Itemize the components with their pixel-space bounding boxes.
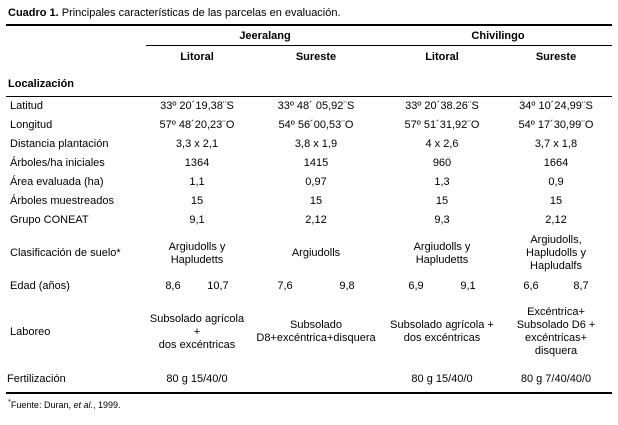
header-spacer xyxy=(6,46,146,76)
group-header-row: Jeeralang Chivilingo xyxy=(6,26,613,46)
table-row-laboreo: Laboreo Subsolado agrícola + dos excéntr… xyxy=(6,296,612,368)
cell-value: Subsolado agrícola + dos excéntricas xyxy=(390,319,494,344)
cell-value: 33º 20´38.26¨S xyxy=(405,100,479,112)
row-label: Edad (años) xyxy=(10,280,70,292)
cell-value: 57º 51´31,92¨O xyxy=(404,119,480,131)
data-table: Jeeralang Chivilingo Litoral Sureste Lit… xyxy=(6,26,613,394)
cell-value: 80 g 7/40/40/0 xyxy=(500,368,613,394)
table-row-edad: Edad (años) 8,6 10,7 7,6 9,8 6,9 xyxy=(6,277,612,296)
cell-value: 15 xyxy=(309,195,323,207)
table-row-latitud: Latitud 33º 20´19,38¨S 33º 48´ 05,92¨S 3… xyxy=(6,97,612,117)
cell-value: 3,7 x 1,8 xyxy=(534,138,578,150)
cell-value: Excéntrica+ Subsolado D6 + excéntricas+ … xyxy=(516,306,596,357)
row-label: Clasificación de suelo* xyxy=(10,247,121,259)
cell-value: 1364 xyxy=(184,157,210,169)
table-row-arboles-ha-iniciales: Árboles/ha iniciales 1364 1415 960 1664 xyxy=(6,154,612,173)
cell-value: 9,1 xyxy=(189,214,205,226)
caption-text: Principales características de las parce… xyxy=(61,7,341,19)
cell-value: Argiudolls, Hapludolls y Hapludalfs xyxy=(526,234,586,272)
column-header-jeeralang-litoral: Litoral xyxy=(180,51,214,63)
table-row-area-evaluada: Área evaluada (ha) 1,1 0,97 1,3 0,9 xyxy=(6,173,612,192)
cell-value: 1,1 xyxy=(189,176,205,188)
row-label: Árboles/ha iniciales xyxy=(10,157,105,169)
cell-value: 80 g 15/40/0 xyxy=(384,368,500,394)
cell-value: 960 xyxy=(432,157,452,169)
row-label: Distancia plantación xyxy=(10,138,109,150)
cell-value: Subsolado D8+excéntrica+disquera xyxy=(256,319,376,344)
edad-min: 6,6 xyxy=(523,280,539,292)
edad-max: 10,7 xyxy=(207,280,229,292)
table-caption: Cuadro 1. Principales características de … xyxy=(6,5,612,26)
cell-value: 1415 xyxy=(303,157,329,169)
edad-min: 7,6 xyxy=(277,280,293,292)
row-label: Laboreo xyxy=(10,325,51,338)
table-row-grupo-coneat: Grupo CONEAT 9,1 2,12 9,3 2,12 xyxy=(6,211,612,230)
cell-value: 15 xyxy=(435,195,449,207)
cell-value: 9,3 xyxy=(434,214,450,226)
footnote-year: , 1999. xyxy=(92,400,121,410)
column-header-jeeralang-sureste: Sureste xyxy=(295,51,337,63)
cell-value: 1664 xyxy=(543,157,569,169)
edad-min: 8,6 xyxy=(165,280,181,292)
row-label: Árboles muestreados xyxy=(10,195,114,207)
footnote-marker: * xyxy=(8,397,11,406)
cell-value: 33º 20´19,38¨S xyxy=(160,100,234,112)
cell-value: 2,12 xyxy=(305,214,327,226)
edad-max: 9,8 xyxy=(339,280,355,292)
table-row-arboles-muestreados: Árboles muestreados 15 15 15 15 xyxy=(6,192,612,211)
column-group-chivilingo: Chivilingo xyxy=(384,26,613,46)
row-label: Grupo CONEAT xyxy=(10,214,89,226)
edad-max: 8,7 xyxy=(573,280,589,292)
row-label: Latitud xyxy=(10,100,44,112)
cell-value xyxy=(248,368,384,394)
row-label: Área evaluada (ha) xyxy=(10,176,104,188)
table-row-longitud: Longitud 57º 48´20,23¨O 54º 56´00,53¨O 5… xyxy=(6,116,612,135)
cell-value: 54º 17´30,99¨O xyxy=(518,119,594,131)
caption-number: Cuadro 1. xyxy=(8,7,59,19)
cell-value: 34º 10´24,99¨S xyxy=(519,100,593,112)
table-footnote: *Fuente: Duran, et al., 1999. xyxy=(6,394,612,411)
column-group-jeeralang: Jeeralang xyxy=(146,26,384,46)
cell-value-pair: 6,6 8,7 xyxy=(500,277,612,296)
edad-max: 9,1 xyxy=(460,280,476,292)
row-label: Fertilización xyxy=(6,368,146,394)
cell-value: 57º 48´20,23¨O xyxy=(159,119,235,131)
cell-value: 15 xyxy=(549,195,563,207)
cell-value: Argiudolls y Hapludetts xyxy=(168,240,226,266)
cell-value-pair: 6,9 9,1 xyxy=(384,277,500,296)
cell-value: 80 g 15/40/0 xyxy=(146,368,248,394)
header-spacer xyxy=(6,26,146,46)
column-header-chivilingo-sureste: Sureste xyxy=(535,51,577,63)
cell-value: 0,9 xyxy=(548,176,564,188)
table-row-distancia-plantacion: Distancia plantación 3,3 x 2,1 3,8 x 1,9… xyxy=(6,135,612,154)
table-row-fertilizacion: Fertilización 80 g 15/40/0 80 g 15/40/0 … xyxy=(6,368,613,394)
sub-header-row: Litoral Sureste Litoral Sureste xyxy=(6,46,612,76)
cell-value: 15 xyxy=(190,195,204,207)
cell-value: Subsolado agrícola + dos excéntricas xyxy=(149,312,245,351)
cell-value: Argiudolls xyxy=(291,247,341,259)
cell-value: 3,8 x 1,9 xyxy=(294,138,338,150)
cell-value: 3,3 x 2,1 xyxy=(175,138,219,150)
cell-value: 1,3 xyxy=(434,176,450,188)
cell-value: 33º 48´ 05,92¨S xyxy=(277,100,355,112)
footnote-source: Fuente: Duran, xyxy=(10,400,74,410)
cell-value: 0,97 xyxy=(305,176,327,188)
row-label: Longitud xyxy=(10,119,53,131)
cell-value: 2,12 xyxy=(545,214,567,226)
column-header-chivilingo-litoral: Litoral xyxy=(425,51,459,63)
table-row-clasificacion-suelo: Clasificación de suelo* Argiudolls y Hap… xyxy=(6,230,612,277)
edad-min: 6,9 xyxy=(408,280,424,292)
cell-value-pair: 8,6 10,7 xyxy=(146,277,248,296)
section-label-localizacion: Localización xyxy=(6,75,613,97)
cell-value-pair: 7,6 9,8 xyxy=(248,277,384,296)
cell-value: 4 x 2,6 xyxy=(425,138,459,150)
cell-value: 54º 56´00,53¨O xyxy=(278,119,354,131)
footnote-etal: et al. xyxy=(73,400,93,410)
section-row: Localización xyxy=(6,75,613,97)
cell-value: Argiudolls y Hapludetts xyxy=(413,240,471,266)
